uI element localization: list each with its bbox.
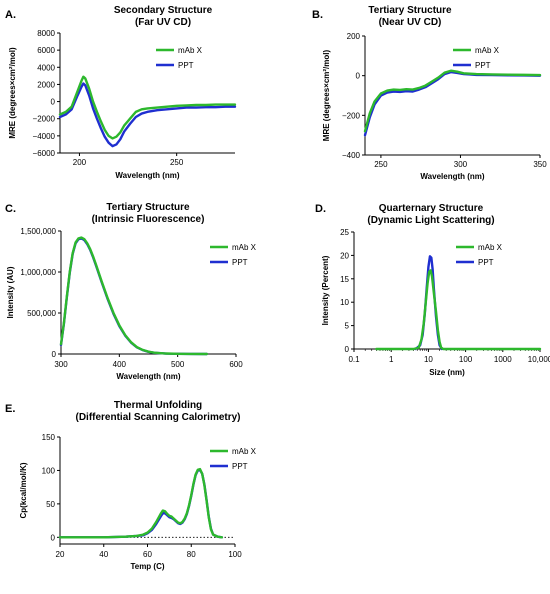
x-tick-label: 10 [424,355,433,364]
panel-d: D. Quarternary Structure(Dynamic Light Sc… [315,203,550,377]
legend-label: mAb X [478,243,503,252]
x-tick-label: 20 [56,550,65,559]
x-tick-label: 600 [229,360,243,369]
panel-letter: B. [312,9,323,21]
legend-label: mAb X [178,46,203,55]
legend-label: PPT [178,61,194,70]
chart-title-line: (Dynamic Light Scattering) [367,215,494,226]
x-tick-label: 400 [113,360,127,369]
x-tick-label: 40 [99,550,108,559]
panel-b: B. Tertiary Structure(Near UV CD) 250 300 35… [312,5,547,181]
y-tick-label: 15 [340,275,349,284]
x-tick-label: 350 [533,160,547,169]
y-tick-label: 0 [51,533,56,542]
y-tick-label: 0 [345,345,350,354]
legend-label: PPT [232,258,248,267]
y-axis-label: Intensity (Percent) [321,255,330,325]
x-tick-label: 80 [187,550,196,559]
panel-e: E. Thermal Unfolding(Differential Scannin… [5,400,257,571]
chart-title-line: (Far UV CD) [135,17,191,28]
series-line-mab-x [375,269,542,351]
legend-label: PPT [232,462,248,471]
y-tick-label: −2000 [33,115,56,124]
panel-letter: A. [5,9,16,21]
x-tick-label: 1 [389,355,394,364]
x-tick-label: 100 [459,355,473,364]
series-line-mab-x [59,236,209,356]
y-tick-label: 50 [46,500,55,509]
x-tick-label: 500 [171,360,185,369]
y-tick-label: 5 [345,322,350,331]
y-tick-label: 20 [340,251,349,260]
x-tick-label: 250 [170,158,184,167]
panel-letter: E. [5,403,15,415]
series-line-ppt [363,70,542,137]
chart-title-line: (Differential Scanning Calorimetry) [75,412,240,423]
x-tick-label: 60 [143,550,152,559]
x-tick-label: 200 [73,158,87,167]
series-line-mab-x [363,69,542,133]
y-axis-label: Intensity (AU) [6,266,15,318]
legend-label: mAb X [232,447,257,456]
y-tick-label: 1,500,000 [20,227,56,236]
x-tick-label: 300 [54,360,68,369]
chart-title-line: (Intrinsic Fluorescence) [92,214,205,225]
y-tick-label: −400 [342,151,361,160]
chart-title-line: Tertiary Structure [106,202,190,213]
panel-a: A. Secondary Structure(Far UV CD) 200 250 −6… [5,5,237,180]
x-tick-label: 250 [374,160,388,169]
y-tick-label: 0 [51,98,56,107]
series-line-ppt [58,82,237,148]
y-tick-label: 200 [347,32,361,41]
chart-title-line: Secondary Structure [114,5,213,16]
series-line-mab-x [58,467,224,539]
y-tick-label: 8000 [37,29,55,38]
legend-label: mAb X [475,46,500,55]
y-tick-label: 1,000,000 [20,268,56,277]
legend-label: mAb X [232,243,257,252]
series-line-ppt [58,468,224,539]
chart-title-line: Tertiary Structure [368,5,452,16]
panel-letter: D. [315,203,326,215]
panel-c: C. Tertiary Structure(Intrinsic Fluoresce… [5,202,257,381]
legend-label: PPT [478,258,494,267]
y-tick-label: 25 [340,228,349,237]
series-line-mab-x [58,75,237,140]
x-tick-label: 1000 [494,355,512,364]
x-tick-label: 300 [454,160,468,169]
x-axis-label: Size (nm) [429,368,465,377]
y-axis-label: MRE (degrees×cm²/mol) [322,49,331,141]
y-tick-label: 4000 [37,63,55,72]
chart-title-line: (Near UV CD) [379,17,442,28]
y-tick-label: 2000 [37,80,55,89]
y-axis-label: Cp(kcal/mol/K) [19,462,28,518]
panel-letter: C. [5,203,16,215]
series-line-ppt [59,237,209,356]
y-tick-label: 6000 [37,46,55,55]
x-axis-label: Wavelength (nm) [420,172,484,181]
y-tick-label: 100 [42,466,56,475]
y-tick-label: 0 [52,350,57,359]
y-axis-label: MRE (degrees×cm²/mol) [8,47,17,139]
legend-label: PPT [475,61,491,70]
y-tick-label: 500,000 [27,309,56,318]
y-tick-label: −6000 [33,149,56,158]
x-tick-label: 10,000 [528,355,550,364]
y-tick-label: 0 [356,72,361,81]
x-axis-label: Temp (C) [130,562,164,571]
y-tick-label: −200 [342,111,361,120]
x-tick-label: 100 [228,550,242,559]
y-tick-label: 150 [42,433,56,442]
y-tick-label: 10 [340,298,349,307]
x-tick-label: 0.1 [348,355,360,364]
y-tick-label: −4000 [33,132,56,141]
x-axis-label: Wavelength (nm) [116,372,180,381]
chart-title-line: Thermal Unfolding [114,400,202,411]
chart-title-line: Quarternary Structure [379,203,484,214]
x-axis-label: Wavelength (nm) [115,171,179,180]
